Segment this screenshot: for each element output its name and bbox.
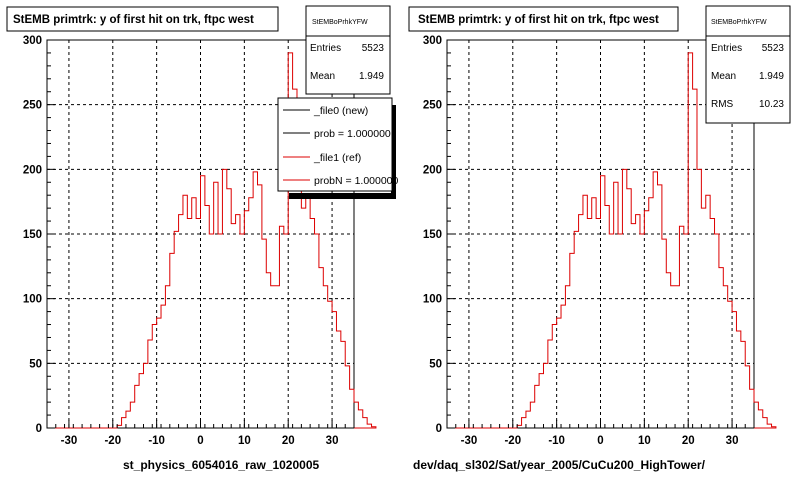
- x-tick-label: 0: [597, 435, 603, 447]
- y-tick-label: 200: [423, 164, 442, 176]
- legend-label-prob: prob = 1.000000: [314, 128, 391, 140]
- right-stats-entries-label: Entries: [711, 43, 742, 54]
- left-x-axis-label: st_physics_6054016_raw_1020005: [123, 458, 319, 472]
- x-tick-label: 20: [682, 435, 695, 447]
- right-histogram: [447, 52, 777, 429]
- left-title-box: [6, 6, 279, 32]
- histogram-series: [447, 52, 777, 429]
- left-stats-mean-label: Mean: [310, 71, 335, 82]
- legend-entry-new: _file0 (new): [283, 105, 368, 117]
- legend-entry-ref: _file1 (ref): [283, 152, 361, 164]
- y-tick-label: 0: [436, 423, 442, 435]
- x-tick-label: -10: [148, 435, 165, 447]
- right-stats-mean-label: Mean: [711, 71, 736, 82]
- x-tick-label: -30: [61, 435, 78, 447]
- legend-label-new: _file0 (new): [313, 105, 368, 117]
- y-tick-label: 150: [423, 229, 442, 241]
- x-tick-label: -10: [548, 435, 565, 447]
- legend-entry-prob: prob = 1.000000: [283, 128, 391, 140]
- y-tick-label: 50: [29, 358, 42, 370]
- x-tick-label: 30: [726, 435, 739, 447]
- legend-label-probn: probN = 1.000000: [314, 175, 399, 187]
- right-chart-title: StEMB primtrk: y of first hit on trk, ft…: [418, 14, 659, 26]
- x-tick-label: -20: [504, 435, 521, 447]
- x-tick-label: 10: [638, 435, 651, 447]
- y-tick-label: 200: [23, 164, 42, 176]
- right-stats-name: StEMBoPrhkYFW: [711, 19, 767, 26]
- histogram-series: [47, 52, 377, 429]
- left-stats-name: StEMBoPrhkYFW: [312, 19, 368, 26]
- right-stats-box: StEMBoPrhkYFW Entries 5523 Mean 1.949 RM…: [705, 5, 791, 124]
- y-tick-label: 0: [36, 423, 42, 435]
- legend-label-ref: _file1 (ref): [313, 152, 361, 164]
- x-tick-label: -30: [461, 435, 478, 447]
- y-tick-label: 300: [23, 35, 42, 47]
- right-x-axis-label: dev/daq_sl302/Sat/year_2005/CuCu200_High…: [413, 458, 706, 472]
- x-tick-label: 0: [197, 435, 203, 447]
- legend-entry-probn: probN = 1.000000: [283, 175, 399, 187]
- left-stats-entries-value: 5523: [362, 43, 385, 54]
- x-tick-label: 10: [238, 435, 251, 447]
- legend: _file0 (new) prob = 1.000000 _file1 (ref…: [277, 97, 399, 199]
- y-tick-label: 100: [423, 294, 442, 306]
- x-tick-label: 20: [282, 435, 295, 447]
- left-histogram: [47, 52, 377, 429]
- y-tick-label: 250: [23, 100, 42, 112]
- y-tick-label: 300: [423, 35, 442, 47]
- right-title-box: [408, 6, 679, 32]
- left-chart-title: StEMB primtrk: y of first hit on trk, ft…: [13, 14, 254, 26]
- left-stats-mean-value: 1.949: [359, 71, 384, 82]
- right-stats-rms-value: 10.23: [759, 99, 784, 110]
- y-tick-label: 250: [423, 100, 442, 112]
- x-tick-label: 30: [326, 435, 339, 447]
- right-stats-mean-value: 1.949: [759, 71, 784, 82]
- left-stats-entries-label: Entries: [310, 43, 341, 54]
- y-tick-label: 50: [429, 358, 442, 370]
- right-stats-entries-value: 5523: [762, 43, 785, 54]
- left-stats-box: StEMBoPrhkYFW Entries 5523 Mean 1.949: [305, 5, 391, 95]
- y-tick-label: 150: [23, 229, 42, 241]
- right-stats-rms-label: RMS: [711, 99, 734, 110]
- y-tick-label: 100: [23, 294, 42, 306]
- x-tick-label: -20: [104, 435, 121, 447]
